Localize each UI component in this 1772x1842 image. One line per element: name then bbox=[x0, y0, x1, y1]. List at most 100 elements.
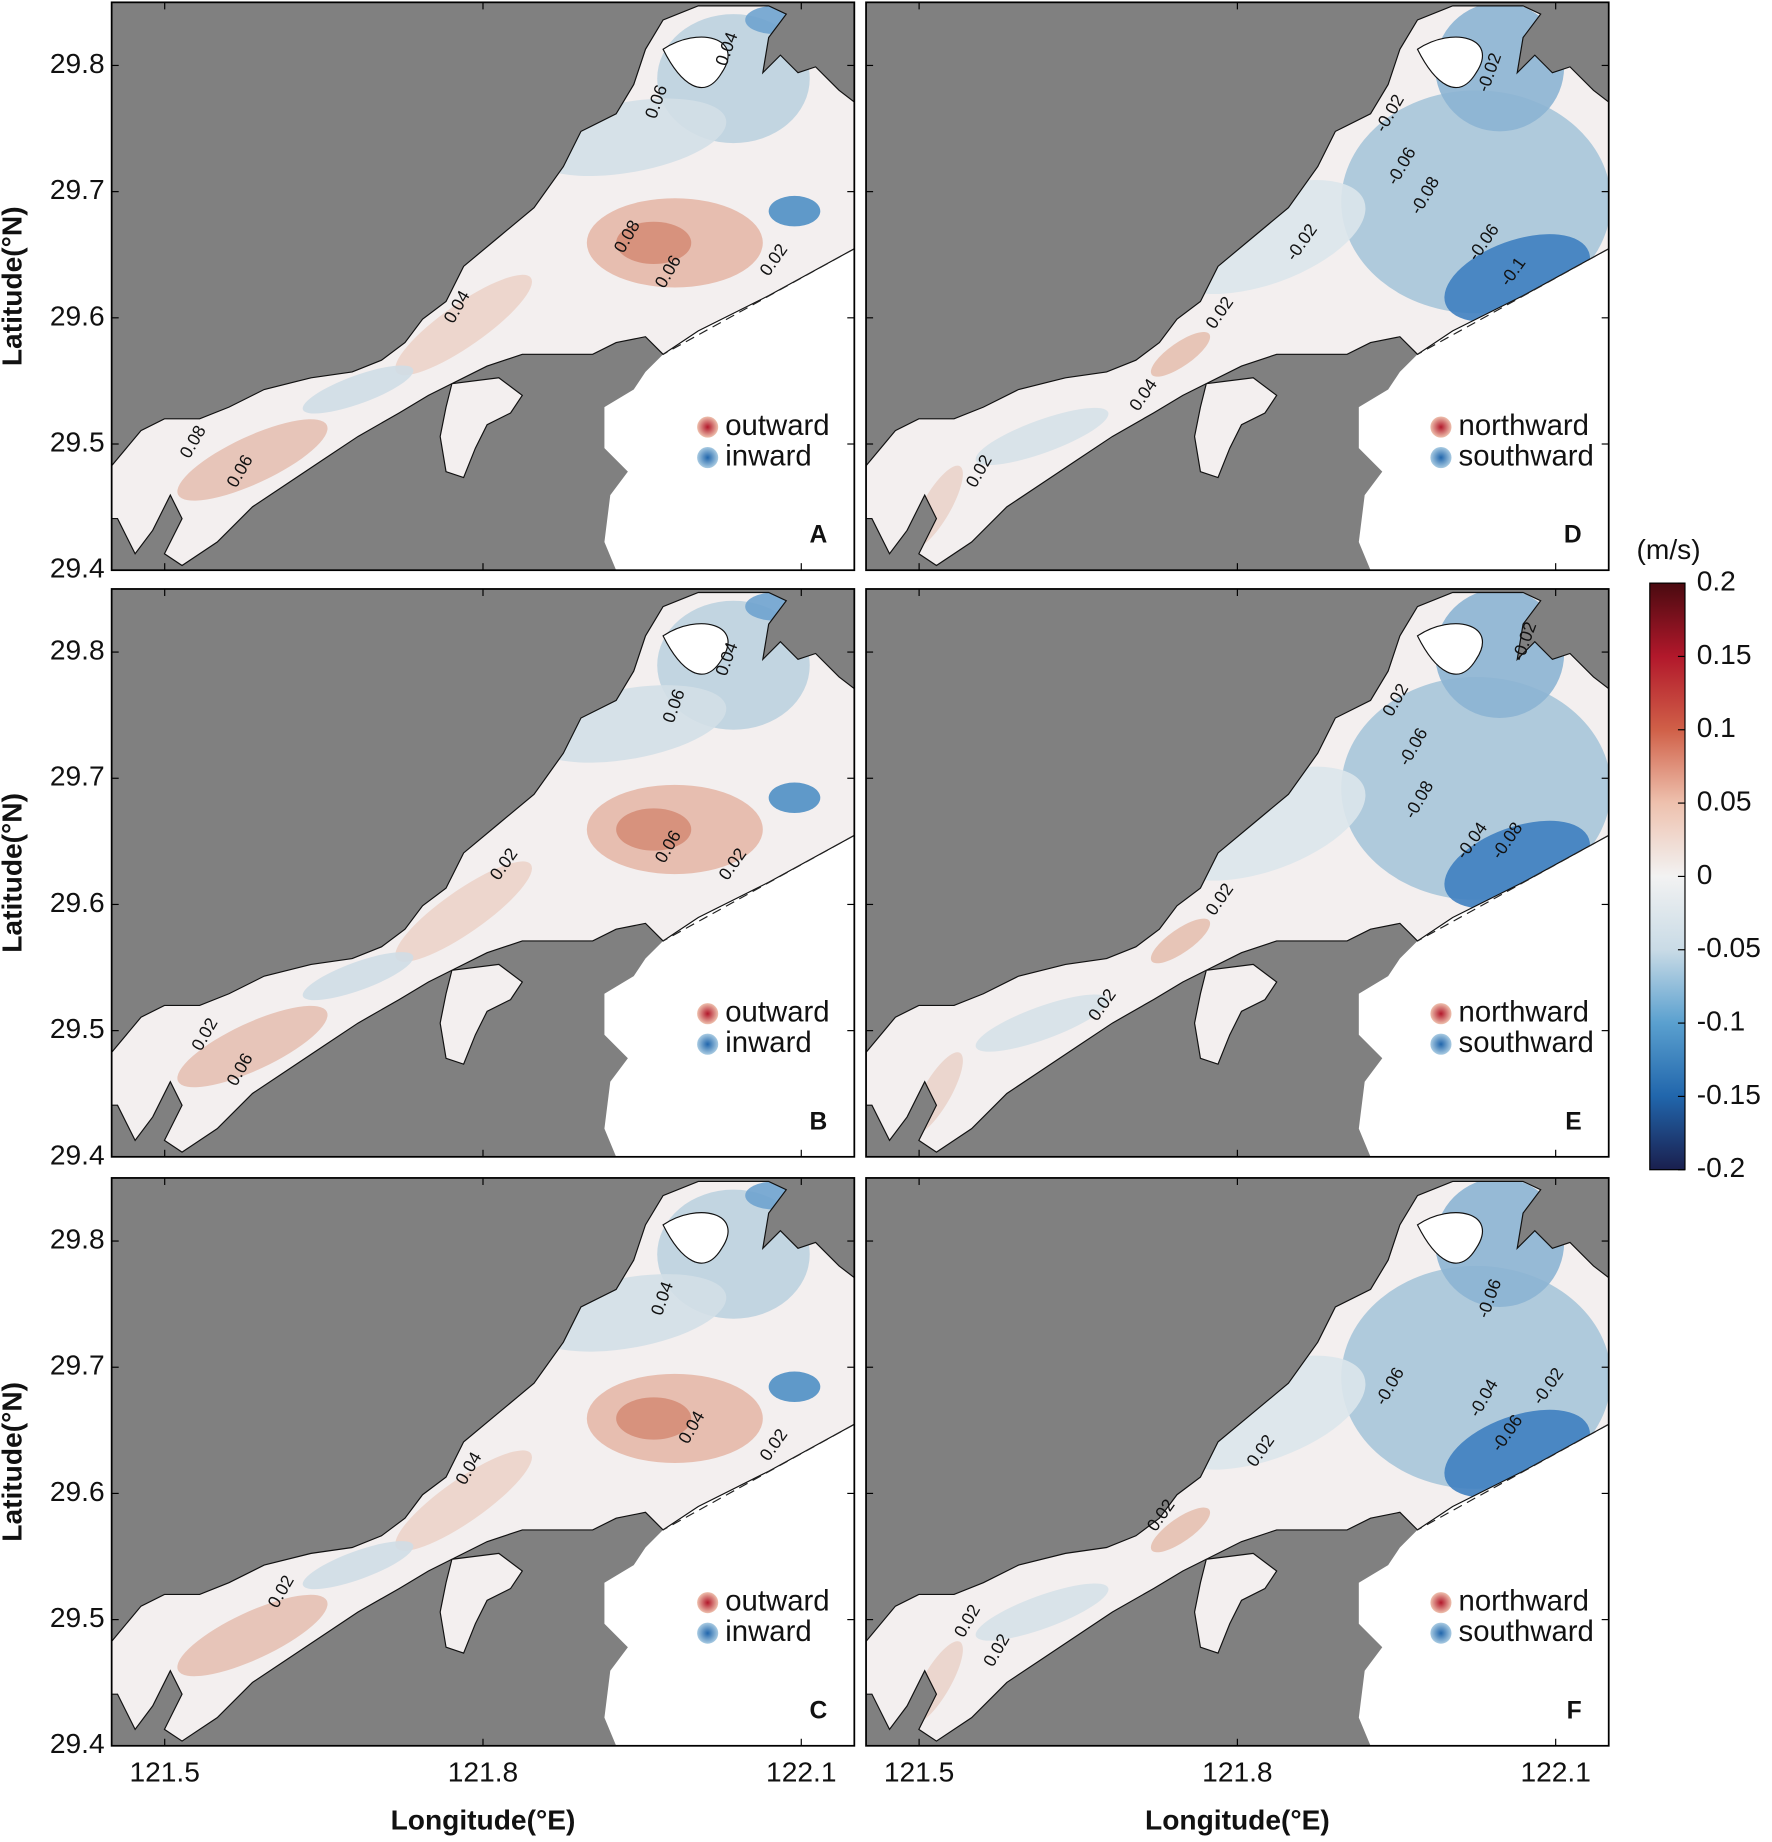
colorbar-tick-label: -0.2 bbox=[1697, 1152, 1746, 1183]
open-boundary bbox=[662, 1423, 855, 1531]
legend-marker bbox=[1430, 1033, 1452, 1055]
legend-marker bbox=[1430, 447, 1452, 469]
colorbar-label: (m/s) bbox=[1637, 534, 1701, 565]
colorbar-tick-label: 0.05 bbox=[1697, 786, 1752, 817]
panel-label: C bbox=[810, 1697, 828, 1724]
y-axis-label: Latitude(°N) bbox=[0, 793, 28, 953]
y-tick-label: 29.6 bbox=[50, 1476, 105, 1507]
colorbar-tick-label: -0.05 bbox=[1697, 932, 1761, 963]
legend-marker bbox=[697, 1033, 719, 1055]
velocity-patch bbox=[768, 1371, 821, 1403]
x-tick-label: 121.8 bbox=[1202, 1756, 1272, 1787]
panel-frame bbox=[110, 588, 856, 1158]
legend-label: southward bbox=[1459, 439, 1594, 472]
y-tick-label: 29.6 bbox=[50, 887, 105, 918]
colorbar-tick-label: -0.15 bbox=[1697, 1079, 1761, 1110]
y-tick-label: 29.5 bbox=[50, 1013, 105, 1044]
velocity-patch bbox=[395, 861, 532, 962]
y-tick-label: 29.8 bbox=[50, 1223, 105, 1254]
velocity-patch bbox=[616, 221, 692, 264]
x-tick-label: 122.1 bbox=[1520, 1756, 1590, 1787]
colorbar-tick-label: -0.1 bbox=[1697, 1006, 1746, 1037]
y-tick-label: 29.4 bbox=[50, 1728, 105, 1759]
colorbar-tick-label: 0.1 bbox=[1697, 712, 1736, 743]
legend-label: southward bbox=[1459, 1026, 1594, 1059]
panel-frame bbox=[865, 1177, 1610, 1747]
velocity-patch bbox=[975, 407, 1109, 466]
y-axis-label: Latitude(°N) bbox=[0, 1382, 28, 1542]
y-tick-label: 29.6 bbox=[50, 300, 105, 331]
velocity-patch bbox=[177, 1594, 328, 1677]
y-axis-label: Latitude(°N) bbox=[0, 206, 28, 366]
y-tick-label: 29.5 bbox=[50, 1602, 105, 1633]
x-axis-label: Longitude(°E) bbox=[1145, 1804, 1330, 1835]
x-tick-label: 121.8 bbox=[448, 1756, 518, 1787]
map-panel: 0.060.040.080.06 0.020.040.080.06outwardi… bbox=[50, 1, 856, 584]
legend-label: inward bbox=[725, 1026, 811, 1059]
velocity-patch bbox=[975, 1583, 1109, 1641]
open-boundary bbox=[1417, 248, 1610, 355]
legend-marker bbox=[1430, 1622, 1452, 1644]
colorbar-tick-label: 0.2 bbox=[1697, 566, 1736, 597]
legend-marker bbox=[697, 1003, 719, 1025]
velocity-patch bbox=[768, 782, 821, 814]
panel-label: A bbox=[810, 522, 828, 549]
y-tick-label: 29.7 bbox=[50, 1350, 105, 1381]
y-tick-label: 29.4 bbox=[50, 553, 105, 584]
open-boundary bbox=[1417, 1423, 1610, 1531]
legend-marker bbox=[697, 447, 719, 469]
panel-label: D bbox=[1564, 522, 1582, 549]
velocity-patch bbox=[302, 1541, 414, 1590]
legend-marker bbox=[1430, 416, 1452, 438]
y-tick-label: 29.8 bbox=[50, 48, 105, 79]
velocity-patch bbox=[1150, 918, 1211, 964]
velocity-patch bbox=[768, 195, 821, 227]
velocity-patch bbox=[395, 1450, 532, 1551]
legend-label: outward bbox=[725, 1584, 829, 1617]
panel-frame bbox=[865, 588, 1610, 1158]
legend-marker bbox=[697, 1622, 719, 1644]
colorbar-tick-label: 0 bbox=[1697, 859, 1713, 890]
velocity-patch bbox=[302, 365, 414, 414]
legend-label: outward bbox=[725, 995, 829, 1028]
legend-label: northward bbox=[1459, 1584, 1589, 1617]
open-boundary bbox=[662, 834, 855, 942]
legend-label: southward bbox=[1459, 1615, 1594, 1648]
velocity-patch bbox=[616, 1397, 692, 1440]
x-tick-label: 122.1 bbox=[766, 1756, 836, 1787]
legend-marker bbox=[1430, 1003, 1452, 1025]
panel-label: B bbox=[810, 1108, 828, 1135]
map-panel: -0.06-0.06 -0.04 -0.02-0.060.020.020.020.0… bbox=[865, 1177, 1610, 1787]
panels: 0.060.040.080.06 0.020.040.080.06outwardi… bbox=[50, 1, 1610, 1787]
y-tick-label: 29.8 bbox=[50, 635, 105, 666]
map-panel: -0.02-0.02-0.06-0.08-0.06-0.1-0.020.020.… bbox=[865, 1, 1610, 572]
legend-marker bbox=[697, 1592, 719, 1614]
legend-label: inward bbox=[725, 439, 811, 472]
y-tick-label: 29.4 bbox=[50, 1139, 105, 1170]
map-panel: 0.060.040.06 0.020.020.020.06outwardinwar… bbox=[50, 588, 856, 1170]
map-panel: -0.020.02-0.06-0.08-0.04-0.080.020.02 nor… bbox=[865, 588, 1610, 1158]
panel-frame bbox=[865, 1, 1610, 572]
open-boundary bbox=[662, 248, 855, 355]
x-tick-label: 121.5 bbox=[129, 1756, 199, 1787]
velocity-patch bbox=[177, 1005, 328, 1088]
velocity-patch bbox=[302, 952, 414, 1001]
panel-label: F bbox=[1567, 1697, 1582, 1724]
panel-frame bbox=[110, 1, 856, 572]
velocity-patch bbox=[1150, 331, 1211, 377]
colorbar-tick-label: 0.15 bbox=[1697, 639, 1752, 670]
x-tick-label: 121.5 bbox=[884, 1756, 954, 1787]
y-tick-label: 29.7 bbox=[50, 761, 105, 792]
open-boundary bbox=[1417, 834, 1610, 942]
y-tick-label: 29.5 bbox=[50, 426, 105, 457]
legend-label: northward bbox=[1459, 409, 1589, 442]
legend-label: outward bbox=[725, 409, 829, 442]
panel-label: E bbox=[1565, 1108, 1581, 1135]
legend-marker bbox=[697, 416, 719, 438]
velocity-patch bbox=[975, 994, 1109, 1052]
legend-label: northward bbox=[1459, 995, 1589, 1028]
legend-marker bbox=[1430, 1592, 1452, 1614]
y-tick-label: 29.7 bbox=[50, 174, 105, 205]
